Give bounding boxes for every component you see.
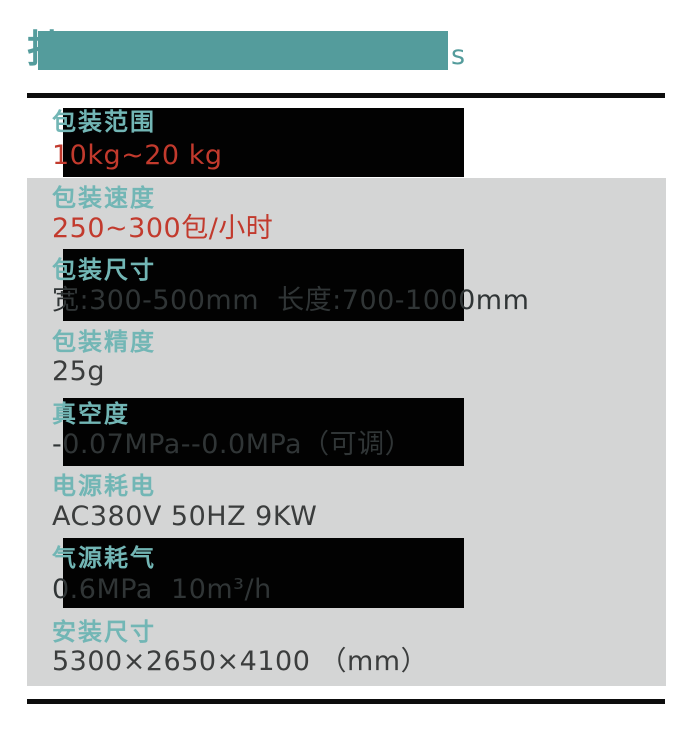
title-text-fragment-right: s [451,40,466,71]
spec-label-power-consumption: 电源耗电 [52,472,156,500]
top-divider-rule [27,93,665,98]
spec-value-air-consumption: 0.6MPa 10m³/h [52,574,272,605]
spec-label-packing-range: 包装范围 [52,108,156,136]
spec-label-air-consumption: 气源耗气 [52,544,156,572]
highlight-block-row7 [63,538,464,608]
highlight-block-row1 [63,108,464,177]
title-highlight-block [38,31,448,70]
bottom-divider-rule [27,699,665,704]
spec-value-packing-precision: 25g [52,356,105,387]
spec-value-installation-size: 5300×2650×4100 （mm） [52,646,429,677]
spec-label-packing-speed: 包装速度 [52,184,156,212]
spec-label-packing-size: 包装尺寸 [52,256,156,284]
spec-value-power-consumption: AC380V 50HZ 9KW [52,501,318,532]
spec-label-packing-precision: 包装精度 [52,328,156,356]
spec-value-packing-size: 宽:300-500mm 长度:700-1000mm [52,285,530,316]
spec-label-vacuum-degree: 真空度 [52,400,130,428]
spec-label-installation-size: 安装尺寸 [52,618,156,646]
spec-value-packing-speed: 250~300包/小时 [52,213,274,244]
spec-value-vacuum-degree: -0.07MPa--0.0MPa（可调） [52,429,413,460]
spec-value-packing-range: 10kg~20 kg [52,140,223,171]
highlight-block-row3 [63,249,464,321]
highlight-block-row5 [63,398,464,466]
